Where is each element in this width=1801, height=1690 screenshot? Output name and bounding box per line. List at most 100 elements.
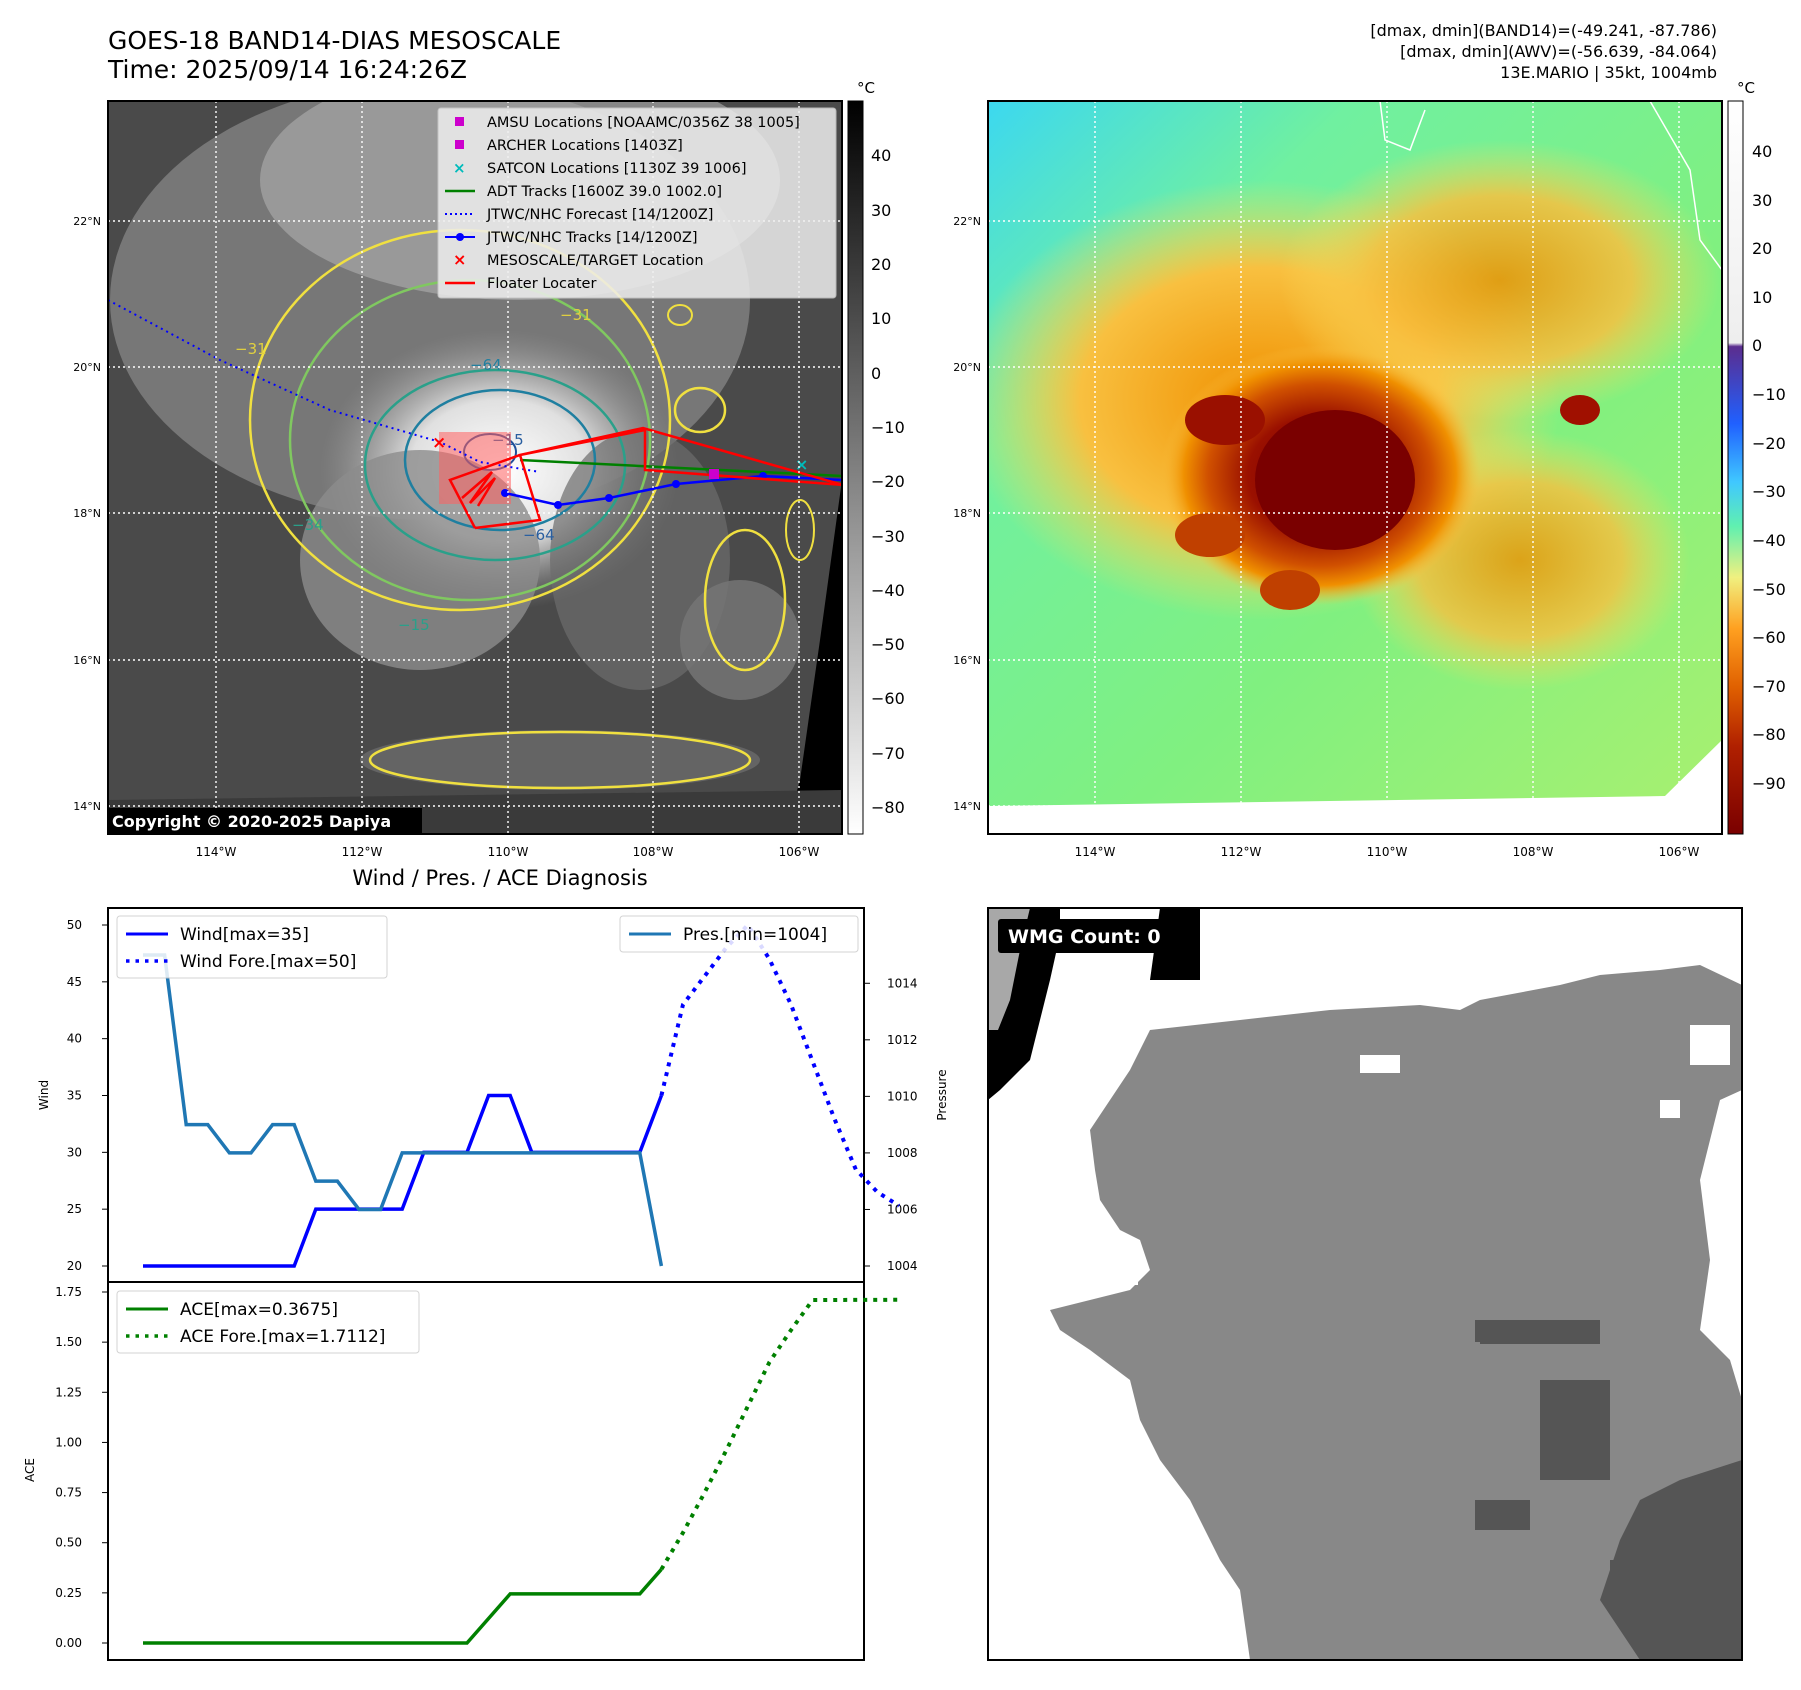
svg-text:−60: −60	[1752, 628, 1786, 647]
legend-archer: ARCHER Locations [1403Z]	[487, 138, 683, 154]
ace-legend: ACE[max=0.3675] ACE Fore.[max=1.7112]	[116, 1290, 420, 1354]
ir-imagery: −31 −64 −15 −34 −64 −15 −31 × ×	[108, 101, 842, 834]
contour-label: −31	[560, 306, 592, 324]
wind-ytick-label: 45	[67, 975, 82, 989]
contour-label: −31	[235, 340, 267, 358]
svg-text:10: 10	[871, 309, 891, 328]
title-block: GOES-18 BAND14-DIAS MESOSCALE Time: 2025…	[108, 26, 561, 84]
svg-text:22°N: 22°N	[953, 215, 981, 228]
svg-text:−10: −10	[1752, 385, 1786, 404]
wind-ytick-label: 30	[67, 1145, 82, 1159]
svg-text:114°W: 114°W	[1075, 845, 1116, 859]
svg-text:106°W: 106°W	[1659, 845, 1700, 859]
pressure-ytick-label: 1012	[887, 1033, 918, 1047]
ir-legend: AMSU Locations [NOAAMC/0356Z 38 1005] AR…	[437, 107, 837, 299]
info-awv: [dmax, dmin](AWV)=(-56.639, -84.064)	[1400, 42, 1717, 61]
svg-text:−80: −80	[871, 798, 905, 817]
info-storm: 13E.MARIO | 35kt, 1004mb	[1500, 63, 1717, 82]
pressure-ytick-label: 1010	[887, 1089, 918, 1103]
svg-text:×: ×	[453, 250, 466, 269]
wind-ytick-label: 20	[67, 1259, 82, 1273]
ace-ytick-label: 0.25	[55, 1586, 82, 1600]
awv-colorbar-unit: °C	[1737, 79, 1755, 97]
awv-imagery	[988, 101, 1722, 834]
ace-ytick-label: 0.50	[55, 1536, 82, 1550]
svg-text:10: 10	[1752, 288, 1772, 307]
legend-amsu: AMSU Locations [NOAAMC/0356Z 38 1005]	[487, 115, 800, 131]
awv-map-panel: 114°W 112°W 110°W 108°W 106°W 22°N 20°N …	[953, 79, 1786, 859]
jtwc-track	[504, 474, 842, 507]
wmg-gray-region	[1050, 965, 1742, 1660]
satcon-marker: ×	[795, 455, 808, 474]
wind-legend-left: Wind[max=35] Wind Fore.[max=50]	[116, 915, 388, 979]
wind-ytick-label: 35	[67, 1089, 82, 1103]
svg-text:−20: −20	[871, 472, 905, 491]
wind-ytick-label: 50	[67, 918, 82, 932]
svg-text:14°N: 14°N	[953, 800, 981, 813]
pressure-ytick-label: 1014	[887, 976, 918, 990]
pressure-yticks: 1014 1012 1010 1008 1006 1004	[864, 976, 918, 1273]
contour-label: −64	[523, 526, 555, 544]
legend-ace: ACE[max=0.3675]	[180, 1300, 338, 1320]
svg-text:−50: −50	[871, 635, 905, 654]
svg-text:−70: −70	[871, 744, 905, 763]
contour-label: −34	[292, 516, 324, 534]
ace-series-lines	[143, 1297, 900, 1645]
svg-text:−20: −20	[1752, 434, 1786, 453]
svg-text:−70: −70	[1752, 677, 1786, 696]
wind-ylabel: Wind	[37, 1080, 51, 1110]
adt-track	[519, 458, 842, 478]
svg-text:18°N: 18°N	[73, 507, 101, 520]
svg-text:−90: −90	[1752, 774, 1786, 793]
diagnosis-title: Wind / Pres. / ACE Diagnosis	[352, 866, 647, 890]
svg-text:−10: −10	[871, 418, 905, 437]
svg-text:110°W: 110°W	[488, 845, 529, 859]
ace-ytick-label: 0.75	[55, 1486, 82, 1500]
ace-ytick-label: 1.00	[55, 1435, 82, 1449]
svg-text:−60: −60	[871, 689, 905, 708]
legend-jtwc-tracks: JTWC/NHC Tracks [14/1200Z]	[486, 230, 698, 246]
ir-colorbar: °C 40 30 20 10 0 −10 −20 −30 −40 −50 −60…	[847, 79, 905, 835]
svg-text:18°N: 18°N	[953, 507, 981, 520]
wind-yticks: 50 45 40 35 30 25 20	[67, 918, 108, 1273]
archer-location	[709, 469, 719, 479]
series-line-wind-forecast	[659, 921, 901, 1208]
legend-wind-fore: Wind Fore.[max=50]	[180, 952, 356, 972]
awv-lat-ticks: 22°N 20°N 18°N 16°N 14°N	[953, 215, 981, 813]
svg-text:20°N: 20°N	[953, 361, 981, 374]
series-line-ace	[143, 1568, 663, 1645]
legend-satcon: SATCON Locations [1130Z 39 1006]	[487, 161, 746, 177]
svg-text:−30: −30	[871, 527, 905, 546]
svg-text:0: 0	[1752, 336, 1762, 355]
svg-text:0: 0	[871, 364, 881, 383]
ace-ytick-label: 0.00	[55, 1636, 82, 1650]
svg-text:×: ×	[453, 159, 466, 177]
svg-text:40: 40	[871, 146, 891, 165]
svg-text:16°N: 16°N	[73, 654, 101, 667]
awv-gridlines	[988, 101, 1722, 834]
wmg-count-badge: WMG Count: 0	[1008, 926, 1161, 948]
ace-ylabel: ACE	[23, 1458, 37, 1482]
pressure-ytick-label: 1004	[887, 1259, 918, 1273]
series-line-pressure	[143, 953, 664, 1267]
legend-pressure: Pres.[min=1004]	[683, 925, 827, 945]
legend-wind: Wind[max=35]	[180, 925, 309, 945]
ace-yticks: 1.75 1.50 1.25 1.00 0.75 0.50 0.25 0.00	[55, 1285, 108, 1650]
svg-text:20°N: 20°N	[73, 361, 101, 374]
ir-map-panel: −31 −64 −15 −34 −64 −15 −31 × ×	[73, 79, 905, 859]
wind-series-lines	[143, 921, 901, 1268]
pressure-ylabel: Pressure	[935, 1069, 949, 1120]
figure-time: Time: 2025/09/14 16:24:26Z	[108, 55, 467, 84]
legend-mesoscale: MESOSCALE/TARGET Location	[487, 253, 704, 269]
svg-text:112°W: 112°W	[342, 845, 383, 859]
legend-jtwc-forecast: JTWC/NHC Forecast [14/1200Z]	[486, 207, 713, 223]
svg-text:−40: −40	[871, 581, 905, 600]
contour-label: −64	[470, 356, 502, 374]
info-block: [dmax, dmin](BAND14)=(-49.241, -87.786) …	[1370, 20, 1717, 83]
target-x-marker: ×	[432, 433, 446, 453]
ace-chart: 1.75 1.50 1.25 1.00 0.75 0.50 0.25 0.00 ACE ACE…	[23, 1281, 900, 1661]
awv-colorbar: °C 40 30 20 10 0 −10 −20 −30 −40 −50 −60…	[1727, 79, 1786, 835]
awv-lon-ticks: 114°W 112°W 110°W 108°W 106°W	[1075, 845, 1700, 859]
svg-text:114°W: 114°W	[196, 845, 237, 859]
ace-ytick-label: 1.50	[55, 1335, 82, 1349]
